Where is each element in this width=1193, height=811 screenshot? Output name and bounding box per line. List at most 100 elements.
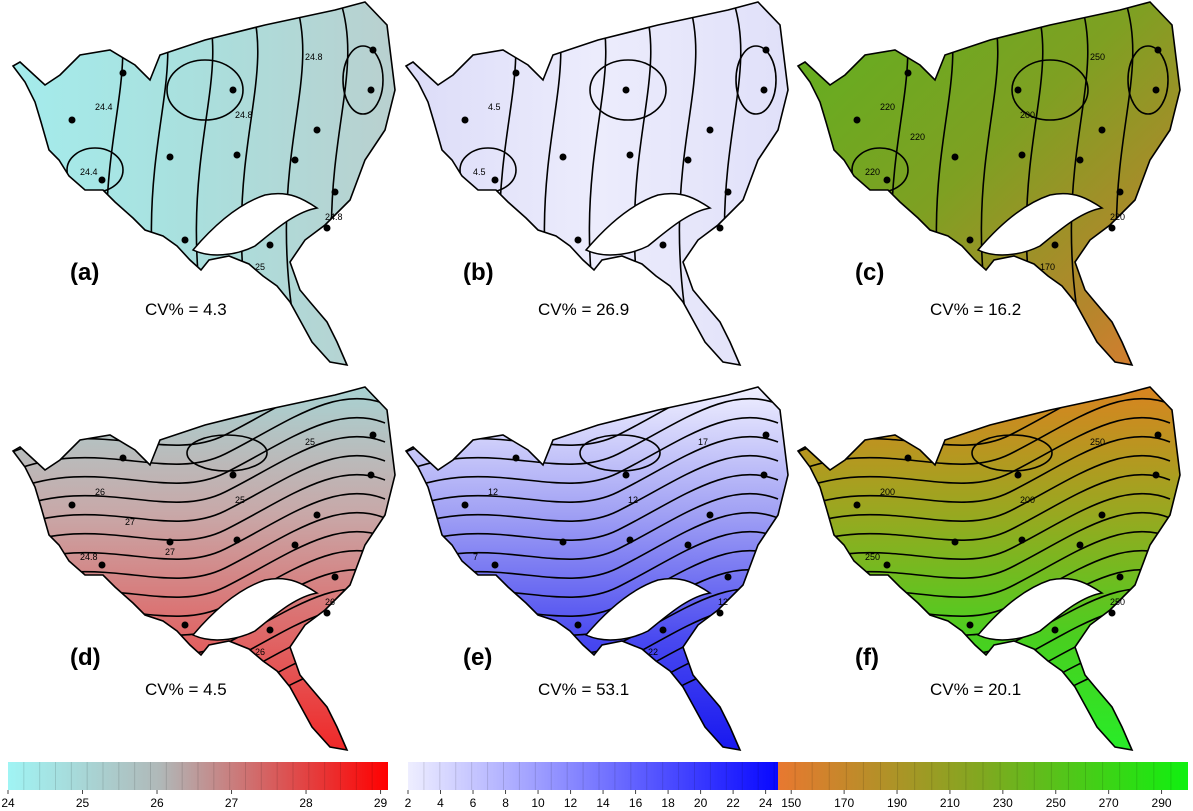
sample-point xyxy=(120,70,127,77)
sample-point xyxy=(292,542,299,549)
sample-point xyxy=(623,472,630,479)
sample-point xyxy=(905,70,912,77)
cv-text: CV% = 4.3 xyxy=(145,300,227,319)
contour-label: 220 xyxy=(910,132,925,142)
contour-label: 220 xyxy=(865,167,880,177)
sample-point xyxy=(1077,157,1084,164)
sample-point xyxy=(167,539,174,546)
cv-text: CV% = 20.1 xyxy=(930,680,1021,699)
sample-point xyxy=(575,237,582,244)
sample-point xyxy=(725,189,732,196)
tick-label: 24 xyxy=(1,796,15,810)
contour-label: 25 xyxy=(235,495,245,505)
sample-point xyxy=(492,177,499,184)
panel-label: (a) xyxy=(70,259,99,286)
tick-label: 20 xyxy=(694,796,708,810)
sample-point xyxy=(234,537,241,544)
sample-point xyxy=(267,627,274,634)
sample-point xyxy=(1015,87,1022,94)
sample-point xyxy=(462,117,469,124)
sample-point xyxy=(952,154,959,161)
tick-label: 26 xyxy=(150,796,164,810)
contour-label: 12 xyxy=(488,487,498,497)
tick-label: 12 xyxy=(564,796,578,810)
contour-label: 220 xyxy=(1110,212,1125,222)
sample-point xyxy=(1099,512,1106,519)
sample-point xyxy=(1153,87,1160,94)
contour-label: 250 xyxy=(1090,52,1105,62)
sample-point xyxy=(560,539,567,546)
contour-label: 12 xyxy=(718,597,728,607)
figure: 24.424.424.824.824.825(a)CV% = 4.34.54.5… xyxy=(0,0,1193,811)
sample-point xyxy=(99,177,106,184)
contour-label: 4.5 xyxy=(473,167,486,177)
sample-point xyxy=(884,562,891,569)
sample-point xyxy=(1117,574,1124,581)
tick-label: 8 xyxy=(502,796,509,810)
sample-point xyxy=(1077,542,1084,549)
sample-point xyxy=(492,562,499,569)
contour-label: 26 xyxy=(325,597,335,607)
contour-label: 24.4 xyxy=(80,167,98,177)
panel-label: (c) xyxy=(855,259,884,286)
sample-point xyxy=(1052,242,1059,249)
sample-point xyxy=(717,610,724,617)
contour-label: 24.8 xyxy=(80,552,98,562)
sample-point xyxy=(182,237,189,244)
sample-point xyxy=(884,177,891,184)
sample-point xyxy=(314,512,321,519)
panel-label: (e) xyxy=(463,644,492,671)
contour-label: 26 xyxy=(255,647,265,657)
contour-label: 24.8 xyxy=(305,52,323,62)
contour-label: 22 xyxy=(648,647,658,657)
sample-point xyxy=(623,87,630,94)
sample-point xyxy=(763,432,770,439)
contour-label: 26 xyxy=(95,487,105,497)
tick-label: 29 xyxy=(374,796,388,810)
tick-label: 27 xyxy=(225,796,239,810)
sample-point xyxy=(230,87,237,94)
tick-label: 14 xyxy=(596,796,610,810)
contour-label: 200 xyxy=(880,487,895,497)
tick-label: 4 xyxy=(437,796,444,810)
sample-point xyxy=(513,455,520,462)
contour-label: 250 xyxy=(865,552,880,562)
sample-point xyxy=(167,154,174,161)
contour-label: 25 xyxy=(255,262,265,272)
contour-label: 25 xyxy=(305,437,315,447)
sample-point xyxy=(182,622,189,629)
tick-label: 16 xyxy=(629,796,643,810)
contour-label: 200 xyxy=(1020,495,1035,505)
contour-label: 250 xyxy=(1110,597,1125,607)
sample-point xyxy=(707,512,714,519)
sample-point xyxy=(368,87,375,94)
sample-point xyxy=(324,225,331,232)
sample-point xyxy=(1019,152,1026,159)
sample-point xyxy=(69,117,76,124)
tick-label: 190 xyxy=(887,796,907,810)
contour-label: 170 xyxy=(1040,262,1055,272)
sample-point xyxy=(660,242,667,249)
sample-point xyxy=(368,472,375,479)
map-panel: 4.54.5(b)CV% = 26.9 xyxy=(406,0,788,380)
sample-point xyxy=(761,472,768,479)
sample-point xyxy=(1109,225,1116,232)
sample-point xyxy=(627,537,634,544)
sample-point xyxy=(292,157,299,164)
sample-point xyxy=(267,242,274,249)
sample-point xyxy=(763,47,770,54)
sample-point xyxy=(854,117,861,124)
panel-label: (d) xyxy=(70,644,101,671)
tick-label: 230 xyxy=(993,796,1013,810)
sample-point xyxy=(1155,432,1162,439)
sample-point xyxy=(1052,627,1059,634)
sample-point xyxy=(1015,472,1022,479)
sample-point xyxy=(234,152,241,159)
sample-point xyxy=(1155,47,1162,54)
contour-label: 200 xyxy=(1020,110,1035,120)
cv-text: CV% = 26.9 xyxy=(538,300,629,319)
tick-label: 270 xyxy=(1099,796,1119,810)
tick-label: 170 xyxy=(834,796,854,810)
contour-label: 220 xyxy=(880,102,895,112)
